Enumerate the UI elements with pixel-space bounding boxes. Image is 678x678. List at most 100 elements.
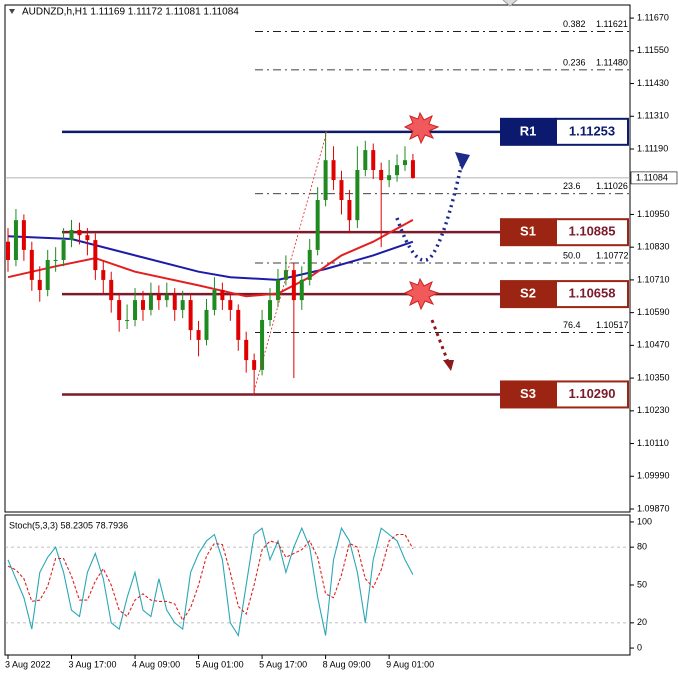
burst-icon bbox=[403, 277, 440, 311]
level-value: 1.10885 bbox=[569, 224, 616, 239]
y-tick-label: 20 bbox=[637, 617, 647, 627]
y-tick-label: 1.10350 bbox=[637, 372, 670, 382]
x-tick-label: 3 Aug 2022 bbox=[5, 659, 51, 669]
candle-body bbox=[21, 220, 26, 250]
level-name-box bbox=[500, 117, 556, 146]
candle-body bbox=[164, 294, 169, 301]
x-tick-label: 4 Aug 09:00 bbox=[132, 659, 180, 669]
candle-body bbox=[61, 240, 66, 260]
plot-layer: 1.11670 1.11550 1.11430 1.11310 1.11190 1.109… bbox=[5, 12, 678, 669]
scroll-marker bbox=[502, 0, 518, 7]
level-name: S1 bbox=[520, 224, 536, 239]
y-tick-label: 1.10710 bbox=[637, 274, 670, 284]
candle-body bbox=[148, 294, 153, 310]
y-tick-label: 1.11670 bbox=[637, 12, 669, 22]
y-tick-label: 1.10230 bbox=[637, 405, 670, 415]
level-value: 1.11253 bbox=[569, 123, 615, 138]
candle-body bbox=[363, 150, 368, 170]
level-name-box bbox=[500, 280, 556, 309]
candle-body bbox=[307, 249, 312, 280]
candle-body bbox=[283, 270, 288, 280]
candle-body bbox=[410, 160, 415, 178]
candle-body bbox=[403, 160, 407, 166]
candle-body bbox=[133, 300, 138, 320]
stoch-title: Stoch(5,3,3) 58.2305 78.7936 bbox=[9, 520, 128, 530]
fib-ratio: 0.382 bbox=[563, 19, 586, 29]
title-icon bbox=[9, 9, 15, 14]
bull-arrow bbox=[395, 161, 464, 262]
candle-body bbox=[172, 294, 177, 310]
fib-trend bbox=[252, 130, 328, 396]
fib-price: 1.11026 bbox=[596, 181, 628, 191]
level-name-box bbox=[500, 380, 556, 409]
main-panel bbox=[4, 4, 631, 513]
candle-body bbox=[220, 290, 225, 301]
fib-price: 1.11621 bbox=[596, 19, 628, 29]
candle-body bbox=[37, 279, 42, 290]
current-price-label: 1.11084 bbox=[636, 172, 668, 182]
y-tick-label: 0 bbox=[637, 642, 642, 652]
x-tick-label: 8 Aug 09:00 bbox=[323, 659, 371, 669]
candle-body bbox=[395, 165, 400, 176]
candle-body bbox=[125, 320, 130, 321]
y-tick-label: 100 bbox=[637, 516, 652, 526]
y-tick-label: 1.10470 bbox=[637, 340, 670, 350]
y-tick-label: 1.11430 bbox=[637, 78, 669, 88]
candle-body bbox=[156, 294, 161, 301]
y-tick-label: 1.10110 bbox=[637, 438, 669, 448]
y-tick-label: 1.09990 bbox=[637, 471, 670, 481]
x-tick-label: 5 Aug 01:00 bbox=[196, 659, 244, 669]
candle-body bbox=[13, 220, 18, 260]
candle-body bbox=[299, 279, 304, 301]
candle-body bbox=[101, 270, 106, 280]
fib-ratio: 50.0 bbox=[563, 250, 581, 260]
candle-body bbox=[212, 290, 217, 310]
candle-body bbox=[140, 300, 145, 310]
y-tick-label: 1.11310 bbox=[637, 111, 669, 121]
y-tick-label: 1.11550 bbox=[637, 45, 669, 55]
candle-body bbox=[315, 200, 320, 250]
level-name: R1 bbox=[520, 123, 537, 138]
y-tick-label: 1.09870 bbox=[637, 503, 670, 513]
candle-body bbox=[371, 150, 376, 170]
candle-body bbox=[291, 270, 296, 301]
candle-body bbox=[69, 230, 74, 241]
candle-body bbox=[45, 260, 50, 290]
y-tick-label: 50 bbox=[637, 579, 647, 589]
level-value: 1.10658 bbox=[569, 286, 616, 301]
candle-body bbox=[204, 309, 209, 340]
fib-price: 1.10517 bbox=[596, 320, 629, 330]
candle-body bbox=[252, 360, 257, 370]
level-name: S2 bbox=[520, 286, 536, 301]
candle-body bbox=[260, 320, 265, 370]
candle-body bbox=[77, 230, 82, 236]
bear-arrow bbox=[430, 319, 450, 363]
x-tick-label: 3 Aug 17:00 bbox=[69, 659, 117, 669]
moving-average bbox=[7, 219, 414, 298]
candle-body bbox=[244, 339, 249, 361]
bear-arrowhead bbox=[443, 360, 454, 371]
fib-ratio: 0.236 bbox=[563, 57, 586, 67]
fib-ratio: 23.6 bbox=[563, 181, 581, 191]
candle-body bbox=[339, 180, 344, 200]
level-name-box bbox=[500, 218, 556, 247]
level-value-box bbox=[555, 380, 629, 409]
current-price-box bbox=[630, 171, 678, 185]
candle-body bbox=[236, 309, 241, 340]
candle-body bbox=[379, 170, 384, 181]
y-tick-label: 1.11190 bbox=[637, 143, 668, 153]
level-value-box bbox=[555, 280, 629, 309]
chart-title: AUDNZD,h,H1 1.11169 1.11172 1.11081 1.11… bbox=[22, 7, 239, 18]
candle-body bbox=[29, 249, 34, 280]
bull-arrowhead bbox=[455, 152, 470, 170]
y-tick-label: 1.10830 bbox=[637, 242, 670, 252]
candle-body bbox=[268, 300, 273, 320]
level-name: S3 bbox=[520, 386, 536, 401]
stoch-line bbox=[7, 533, 414, 622]
candle-body bbox=[93, 240, 98, 271]
candle-body bbox=[117, 300, 122, 320]
moving-average bbox=[7, 235, 414, 281]
candle-body bbox=[228, 300, 233, 310]
